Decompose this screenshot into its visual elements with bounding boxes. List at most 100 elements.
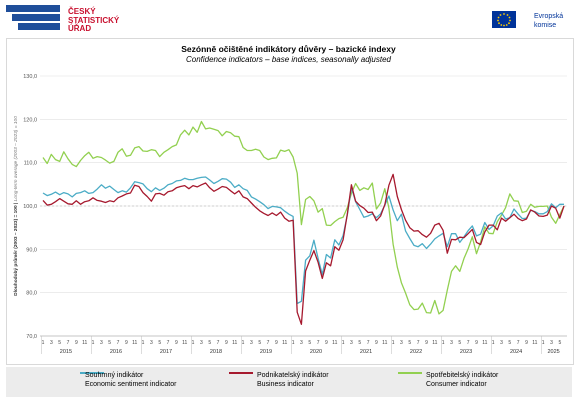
x-month-tick-label: 11: [532, 340, 537, 346]
x-month-tick-label: 5: [58, 340, 61, 346]
series-line-consumer: [42, 120, 565, 315]
x-year-label: 2022: [410, 349, 422, 355]
x-year-label: 2020: [310, 349, 322, 355]
x-month-tick-label: 11: [432, 340, 437, 346]
logo-line-2: STATISTICKÝ: [68, 15, 120, 25]
x-month-tick-label: 3: [200, 340, 203, 346]
y-axis-label: Dlouhodobý průměr (2003 – 2023) = 100 | …: [12, 116, 19, 296]
x-month-tick-label: 7: [517, 340, 520, 346]
x-month-tick-label: 7: [267, 340, 270, 346]
czso-logo-mark: [6, 5, 60, 30]
legend-label-esi-en: Economic sentiment indicator: [85, 380, 177, 388]
series-line-esi: [42, 176, 564, 305]
x-month-tick-label: 5: [358, 340, 361, 346]
x-month-tick-label: 9: [225, 340, 228, 346]
x-month-tick-label: 7: [67, 340, 70, 346]
x-month-tick-label: 1: [292, 340, 295, 346]
eu-flag-icon: [492, 11, 516, 28]
legend-swatch-esi: [80, 372, 104, 374]
header: ČESKÝ STATISTICKÝ ÚŘAD Evropská komise: [0, 0, 577, 36]
legend-item-business: Podnikatelský indikátor Business indicat…: [257, 372, 329, 389]
x-month-tick-label: 9: [125, 340, 128, 346]
x-month-tick-label: 11: [182, 340, 187, 346]
y-tick-label: 110,0: [24, 161, 37, 167]
x-month-tick-label: 5: [208, 340, 211, 346]
x-month-tick-label: 11: [132, 340, 137, 346]
x-month-tick-label: 9: [75, 340, 78, 346]
x-month-tick-label: 3: [250, 340, 253, 346]
x-year-label: 2021: [360, 349, 372, 355]
x-month-tick-label: 5: [558, 340, 561, 346]
czso-logo-text: ČESKÝ STATISTICKÝ ÚŘAD: [68, 7, 120, 34]
x-month-tick-label: 7: [317, 340, 320, 346]
x-month-tick-label: 7: [467, 340, 470, 346]
eu-commission-label: Evropská komise: [534, 12, 563, 30]
x-month-tick-label: 11: [382, 340, 387, 346]
x-month-tick-label: 9: [275, 340, 278, 346]
x-month-tick-label: 1: [492, 340, 495, 346]
x-month-tick-label: 3: [350, 340, 353, 346]
legend-swatch-business: [229, 372, 253, 374]
logo-line-3: ÚŘAD: [68, 24, 92, 33]
x-month-tick-label: 9: [525, 340, 528, 346]
x-month-tick-label: 1: [242, 340, 245, 346]
x-year-label: 2018: [210, 349, 222, 355]
x-month-tick-label: 7: [417, 340, 420, 346]
legend-label-consumer-en: Consumer indicator: [426, 380, 487, 388]
chart-subtitle: Confidence indicators – base indices, se…: [185, 55, 391, 64]
x-month-tick-label: 11: [232, 340, 237, 346]
x-year-label: 2016: [110, 349, 122, 355]
x-year-label: 2015: [60, 349, 72, 355]
x-month-tick-label: 3: [150, 340, 153, 346]
x-month-tick-label: 3: [450, 340, 453, 346]
eu-commission-logo[interactable]: Evropská komise: [482, 8, 577, 36]
x-month-tick-label: 7: [367, 340, 370, 346]
x-month-tick-label: 9: [475, 340, 478, 346]
x-month-tick-label: 7: [217, 340, 220, 346]
x-month-tick-label: 5: [408, 340, 411, 346]
x-month-tick-label: 3: [300, 340, 303, 346]
x-month-tick-label: 3: [100, 340, 103, 346]
eu-line-1: Evropská: [534, 13, 564, 20]
legend-label-business-en: Business indicator: [257, 380, 314, 388]
legend-label-esi-cz: Souhrnný indikátor: [85, 372, 144, 379]
czso-logo[interactable]: ČESKÝ STATISTICKÝ ÚŘAD: [6, 3, 126, 33]
legend-item-consumer: Spotřebitelský indikátor Consumer indica…: [426, 372, 498, 389]
y-tick-label: 100,0: [23, 204, 37, 210]
x-year-label: 2019: [260, 349, 272, 355]
x-month-tick-label: 3: [500, 340, 503, 346]
x-month-tick-label: 1: [192, 340, 195, 346]
y-tick-label: 120,0: [23, 117, 37, 123]
x-month-tick-label: 5: [458, 340, 461, 346]
y-tick-label: 90,0: [26, 247, 37, 253]
series-line-business: [42, 173, 565, 325]
y-tick-label: 80,0: [26, 291, 37, 297]
x-month-tick-label: 11: [482, 340, 487, 346]
x-month-tick-label: 3: [550, 340, 553, 346]
x-month-tick-label: 1: [392, 340, 395, 346]
chart-title: Sezónně očištěné indikátory důvěry – baz…: [181, 44, 396, 54]
x-month-tick-label: 9: [425, 340, 428, 346]
x-month-tick-label: 5: [108, 340, 111, 346]
x-month-tick-label: 3: [50, 340, 53, 346]
x-month-tick-label: 5: [308, 340, 311, 346]
y-tick-label: 130,0: [23, 74, 37, 80]
x-month-tick-label: 5: [158, 340, 161, 346]
x-year-label: 2023: [460, 349, 472, 355]
x-month-tick-label: 11: [282, 340, 287, 346]
x-month-tick-label: 11: [332, 340, 337, 346]
x-month-tick-label: 3: [400, 340, 403, 346]
x-month-tick-label: 1: [142, 340, 145, 346]
x-month-tick-label: 9: [325, 340, 328, 346]
x-month-tick-label: 1: [442, 340, 445, 346]
x-month-tick-label: 5: [508, 340, 511, 346]
x-month-tick-label: 1: [342, 340, 345, 346]
x-month-tick-label: 1: [92, 340, 95, 346]
logo-line-1: ČESKÝ: [68, 7, 96, 16]
x-year-label: 2025: [547, 349, 559, 355]
x-month-tick-label: 11: [82, 340, 87, 346]
x-month-tick-label: 9: [175, 340, 178, 346]
x-year-label: 2017: [160, 349, 172, 355]
legend-label-consumer-cz: Spotřebitelský indikátor: [426, 372, 499, 379]
